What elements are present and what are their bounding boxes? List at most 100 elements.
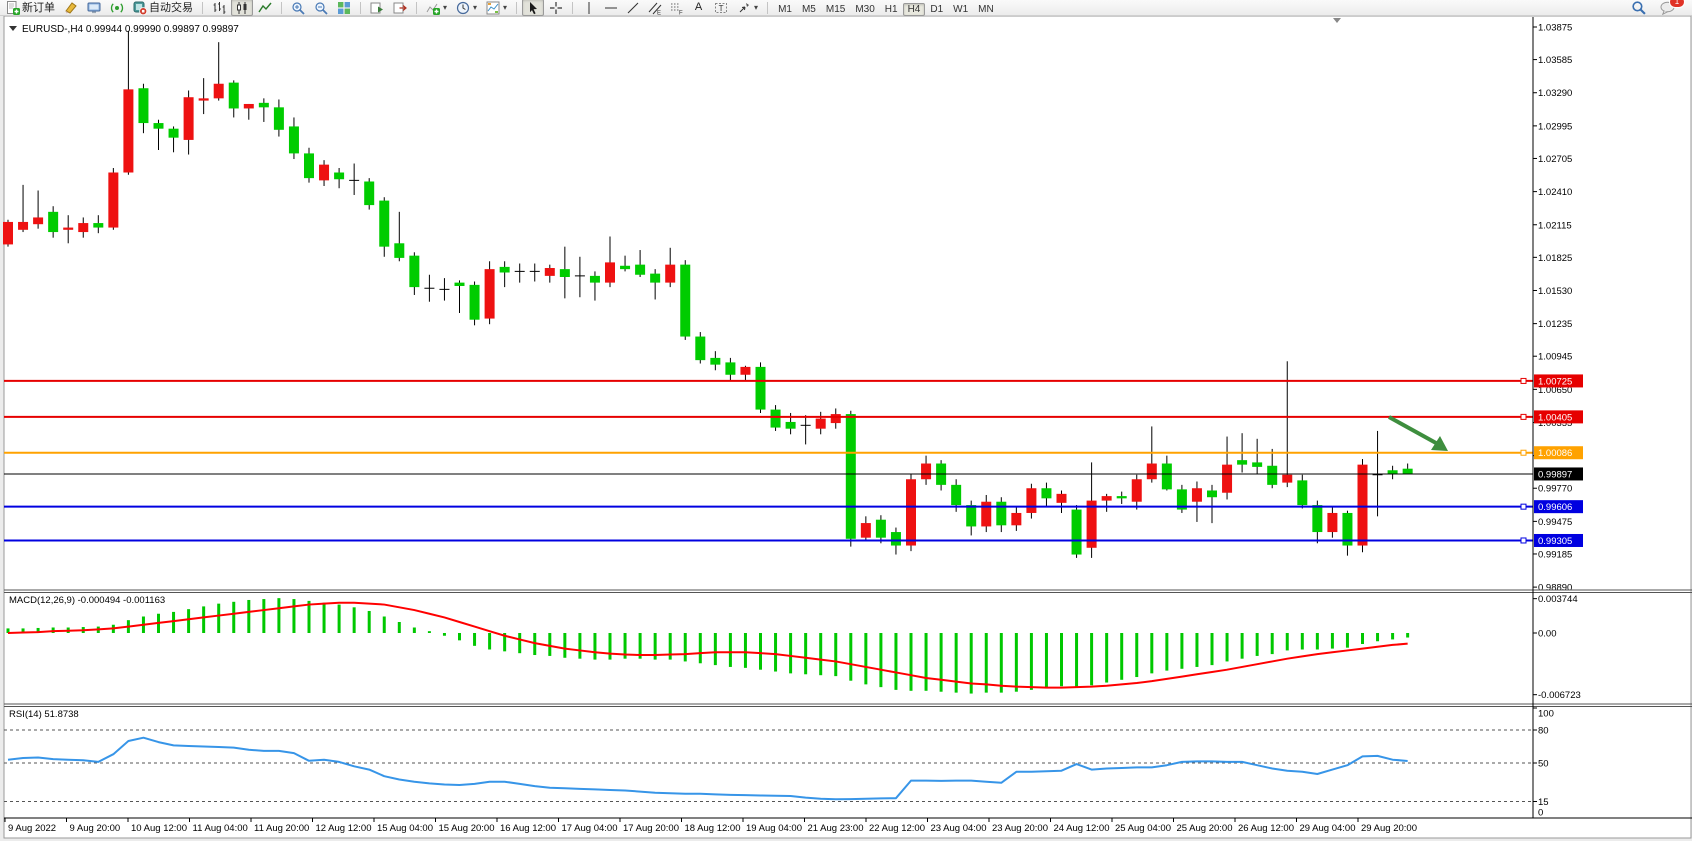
svg-text:1.01530: 1.01530 [1538,286,1572,297]
timeframe-H4[interactable]: H4 [902,2,926,16]
new-order-label: 新订单 [22,1,55,14]
search-icon [1631,0,1646,15]
timeframe-MN[interactable]: MN [978,3,994,15]
svg-text:0.99305: 0.99305 [1538,536,1572,547]
svg-text:15 Aug 20:00: 15 Aug 20:00 [439,823,495,834]
svg-text:11 Aug 20:00: 11 Aug 20:00 [254,823,309,834]
svg-text:E: E [657,10,661,15]
annotation-arrow[interactable] [1388,415,1448,451]
svg-text:100: 100 [1538,709,1554,720]
zoom-in-button[interactable] [287,0,309,16]
horizontal-line-icon [604,1,618,15]
svg-text:9 Aug 20:00: 9 Aug 20:00 [70,823,121,834]
toolbar-separator [281,1,282,14]
hline-1.00086[interactable]: 1.00086 [4,446,1583,460]
timeframe-M30[interactable]: M30 [855,3,875,15]
svg-text:F: F [679,10,683,15]
rsi-label: RSI(14) 51.8738 [9,709,79,720]
rsi-pane: 100 80 50 150 RSI(14) 51.8738 [4,707,1554,819]
line-chart-button[interactable] [254,0,276,16]
crosshair-icon [549,1,563,15]
candlestick-chart-button[interactable] [231,0,253,16]
indicators-icon [426,1,440,15]
bar-chart-button[interactable] [208,0,230,16]
svg-text:EURUSD-,H4 0.99944 0.99990 0.: EURUSD-,H4 0.99944 0.99990 0.99897 0.998… [22,24,239,35]
svg-text:1.00650: 1.00650 [1538,385,1572,396]
svg-text:0.99897: 0.99897 [1538,469,1572,480]
svg-text:10 Aug 12:00: 10 Aug 12:00 [131,823,187,834]
svg-text:15: 15 [1538,797,1549,808]
svg-text:19 Aug 04:00: 19 Aug 04:00 [746,823,802,834]
zoom-out-icon [314,1,328,15]
svg-text:23 Aug 04:00: 23 Aug 04:00 [931,823,987,834]
svg-text:11 Aug 04:00: 11 Aug 04:00 [193,823,248,834]
chart-shift-icon [393,1,407,15]
search-button[interactable] [1627,0,1650,16]
chart-shift-button[interactable] [389,0,411,16]
rsi-line [7,736,1408,801]
svg-text:21 Aug 23:00: 21 Aug 23:00 [808,823,864,834]
toolbar-separator [202,1,203,14]
publish-button[interactable] [83,0,105,16]
hline-1.00405[interactable]: 1.00405 [4,410,1583,424]
text-label-button[interactable]: T [710,0,732,16]
styler-button[interactable] [60,0,82,16]
svg-text:0.99475: 0.99475 [1538,517,1572,528]
timeframe-M1[interactable]: M1 [778,3,792,15]
hline-0.99897[interactable]: 0.99897 [4,467,1583,481]
indicators-button[interactable]: ▾ [422,0,451,16]
equidistant-channel-button[interactable]: E [644,0,665,16]
cursor-arrow-icon [526,1,540,15]
tile-windows-icon [337,1,351,15]
time-axis[interactable]: 9 Aug 2022 9 Aug 20:00 10 Aug 12:00 11 Aug … [4,818,1417,834]
chevron-down-icon: ▾ [473,3,478,12]
timeframe-D1[interactable]: D1 [930,3,944,15]
vertical-line-button[interactable] [578,0,599,16]
time-axis-drag-area[interactable] [4,819,1692,838]
timeframe-M5[interactable]: M5 [801,3,816,15]
svg-text:1.00086: 1.00086 [1538,448,1572,459]
svg-text:12 Aug 12:00: 12 Aug 12:00 [316,823,372,834]
svg-text:1.01235: 1.01235 [1538,319,1572,330]
svg-text:24 Aug 12:00: 24 Aug 12:00 [1054,823,1110,834]
chat-button[interactable]: 1 [1656,0,1685,16]
svg-text:1.02705: 1.02705 [1538,154,1572,165]
toolbar: 新订单 自动交易 ▾ ▾ ▾ E F A T ▾ M1 M5 M15 M30 H1 H4 D… [0,0,1692,16]
trendline-icon [626,1,639,15]
chart-canvas[interactable] [4,17,1533,590]
timeframe-M15[interactable]: M15 [825,3,846,15]
fibonacci-button[interactable]: F [666,0,687,16]
svg-text:22 Aug 12:00: 22 Aug 12:00 [869,823,925,834]
auto-scroll-icon [370,1,384,15]
templates-icon [486,1,500,15]
svg-text:18 Aug 12:00: 18 Aug 12:00 [685,823,741,834]
svg-text:29 Aug 04:00: 29 Aug 04:00 [1300,823,1356,834]
hline-0.99606[interactable]: 0.99606 [4,500,1583,514]
zoom-out-button[interactable] [310,0,332,16]
timeframe-H1[interactable]: H1 [884,3,898,15]
symbol-dropdown-icon[interactable] [9,26,17,31]
tile-windows-button[interactable] [333,0,355,16]
text-button[interactable]: A [688,0,709,16]
svg-text:17 Aug 04:00: 17 Aug 04:00 [562,823,618,834]
arrows-button[interactable]: ▾ [733,0,762,16]
new-order-button[interactable]: 新订单 [2,0,59,16]
auto-scroll-button[interactable] [366,0,388,16]
price-axis-drag-area[interactable] [1533,17,1692,818]
trendline-button[interactable] [622,0,643,16]
horizontal-line-button[interactable] [600,0,621,16]
autotrading-button[interactable]: 自动交易 [129,0,197,16]
cursor-button[interactable] [522,0,545,16]
templates-button[interactable]: ▾ [482,0,511,16]
chart-shift-marker[interactable] [1333,18,1341,23]
periods-button[interactable]: ▾ [452,0,481,16]
hline-0.99305[interactable]: 0.99305 [4,533,1583,547]
signal-icon [110,1,124,15]
signal-button[interactable] [106,0,128,16]
toolbar-separator [572,1,574,14]
timeframe-W1[interactable]: W1 [953,3,969,15]
macd-signal-line [7,601,1408,689]
hline-1.00725[interactable]: 1.00725 [4,374,1583,388]
crosshair-button[interactable] [545,0,567,16]
